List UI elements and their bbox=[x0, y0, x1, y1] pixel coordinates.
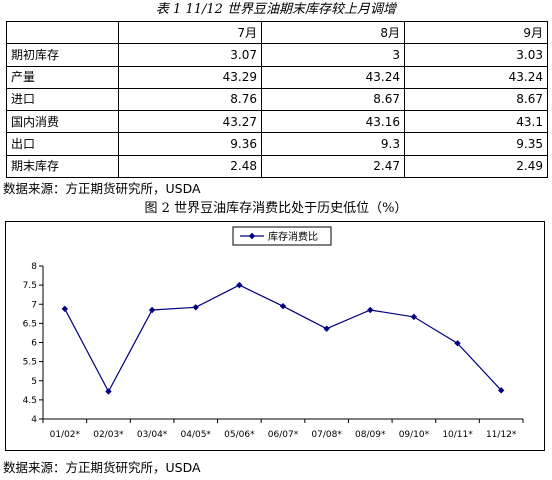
table-row: 国内消费 43.27 43.16 43.1 bbox=[6, 110, 548, 134]
table-cell: 43.16 bbox=[261, 110, 405, 134]
table-row: 出口 9.36 9.3 9.35 bbox=[6, 132, 548, 156]
legend-label: 库存消费比 bbox=[268, 230, 318, 243]
x-tick-label: 07/08* bbox=[311, 430, 342, 440]
row-label: 期末库存 bbox=[6, 154, 119, 179]
table-header-row: 7月 8月 9月 bbox=[6, 20, 548, 45]
table-cell: 8.76 bbox=[118, 87, 262, 112]
x-tick-label: 08/09* bbox=[355, 430, 386, 440]
data-point-marker bbox=[454, 340, 461, 347]
header-cell: 8月 bbox=[261, 20, 405, 45]
y-tick-label: 4 bbox=[31, 415, 37, 425]
x-tick-label: 04/05* bbox=[181, 430, 212, 440]
line-chart: 4 4.5 5 5.5 6 6.5 7 7.5 8 01/02* 02/03* 03/04* 04/05… bbox=[23, 226, 524, 440]
table-row: 进口 8.76 8.67 8.67 bbox=[6, 87, 548, 112]
table-cell: 2.49 bbox=[404, 154, 548, 179]
table-cell: 9.36 bbox=[118, 132, 262, 156]
row-label: 出口 bbox=[6, 132, 119, 156]
data-point-marker bbox=[497, 387, 505, 394]
data-point-marker bbox=[323, 325, 330, 332]
row-label: 进口 bbox=[6, 87, 119, 112]
y-tick-label: 5 bbox=[31, 377, 37, 387]
header-cell bbox=[6, 20, 119, 45]
x-tick-label: 11/12* bbox=[486, 430, 517, 440]
y-tick-label: 4.5 bbox=[23, 396, 37, 406]
chart-source-note: 数据来源：方正期货研究所，USDA bbox=[3, 460, 201, 475]
table-title: 表 1 11/12 世界豆油期末库存较上月调增 bbox=[155, 2, 397, 17]
row-label: 产量 bbox=[6, 65, 119, 89]
table-cell: 9.35 bbox=[404, 132, 548, 156]
data-point-marker bbox=[236, 281, 243, 289]
table-cell: 43.24 bbox=[404, 65, 548, 89]
table-row: 期初库存 3.07 3 3.03 bbox=[6, 43, 548, 67]
series-line bbox=[64, 284, 502, 393]
table-cell: 8.67 bbox=[404, 87, 548, 112]
table-cell: 43.27 bbox=[118, 110, 262, 134]
table-cell: 8.67 bbox=[261, 87, 405, 112]
y-tick-label: 8 bbox=[31, 262, 37, 272]
data-point-marker bbox=[279, 302, 287, 310]
table-row: 期末库存 2.48 2.47 2.49 bbox=[6, 154, 548, 179]
x-tick-label: 01/02* bbox=[50, 430, 81, 440]
table-cell: 43.29 bbox=[118, 65, 262, 89]
x-tick-label: 05/06* bbox=[224, 430, 255, 440]
table-cell: 3.03 bbox=[404, 43, 548, 67]
x-tick-label: 02/03* bbox=[93, 430, 124, 440]
table-source-note: 数据来源：方正期货研究所，USDA bbox=[3, 181, 201, 196]
x-tick-label: 06/07* bbox=[268, 430, 299, 440]
row-label: 国内消费 bbox=[6, 110, 119, 134]
data-point-marker bbox=[410, 313, 418, 321]
data-point-marker bbox=[367, 306, 374, 314]
x-tick-label: 09/10* bbox=[399, 430, 430, 440]
data-point-marker bbox=[61, 305, 69, 313]
data-point-marker bbox=[192, 304, 199, 311]
y-tick-label: 5.5 bbox=[23, 358, 37, 368]
chart-title: 图 2 世界豆油库存消费比处于历史低位（%） bbox=[144, 201, 408, 216]
legend-box bbox=[232, 226, 332, 246]
row-label: 期初库存 bbox=[6, 43, 119, 67]
table-cell: 2.47 bbox=[261, 154, 405, 179]
table-cell: 43.1 bbox=[404, 110, 548, 134]
table-cell: 43.24 bbox=[261, 65, 405, 89]
chart-frame: 4 4.5 5 5.5 6 6.5 7 7.5 8 01/02* 02/03* 03/04* 04/05… bbox=[5, 221, 545, 451]
inventory-table: 7月 8月 9月 期初库存 3.07 3 3.03 产量 43.29 43.24… bbox=[6, 20, 548, 179]
header-cell: 9月 bbox=[404, 20, 548, 45]
x-tick-label: 10/11* bbox=[442, 430, 473, 440]
y-tick-label: 6 bbox=[31, 339, 37, 349]
header-cell: 7月 bbox=[118, 20, 262, 45]
table-cell: 3.07 bbox=[118, 43, 262, 67]
table-cell: 9.3 bbox=[261, 132, 405, 156]
table-cell: 3 bbox=[261, 43, 405, 67]
y-tick-label: 7 bbox=[31, 300, 37, 310]
x-tick-label: 03/04* bbox=[137, 430, 168, 440]
y-tick-label: 7.5 bbox=[23, 281, 37, 291]
table-cell: 2.48 bbox=[118, 154, 262, 179]
legend-marker bbox=[248, 232, 256, 240]
y-tick-label: 6.5 bbox=[23, 319, 37, 329]
table-row: 产量 43.29 43.24 43.24 bbox=[6, 65, 548, 89]
data-point-marker bbox=[148, 306, 156, 314]
data-point-marker bbox=[105, 388, 112, 395]
